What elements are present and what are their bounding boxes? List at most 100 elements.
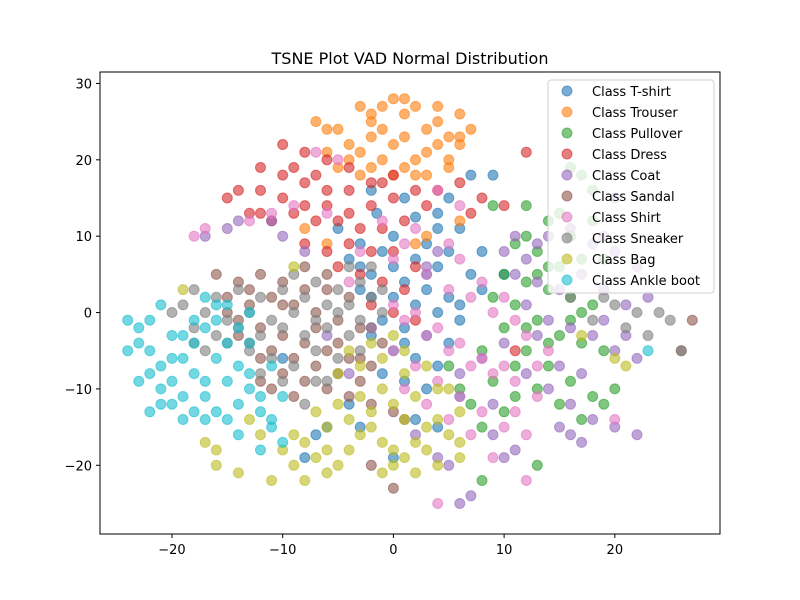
- data-point: [177, 391, 189, 402]
- data-point: [432, 100, 444, 112]
- data-point: [288, 162, 300, 173]
- data-point: [520, 299, 532, 311]
- legend-marker: [561, 169, 573, 181]
- data-point: [343, 162, 355, 173]
- data-point: [487, 200, 499, 212]
- data-point: [421, 330, 433, 341]
- data-point: [310, 345, 322, 357]
- data-point: [454, 131, 466, 143]
- legend-item: Class Coat: [561, 169, 660, 184]
- data-point: [587, 391, 599, 402]
- data-point: [354, 314, 366, 326]
- data-point: [410, 360, 421, 372]
- data-point: [686, 314, 698, 326]
- data-point: [576, 307, 588, 318]
- data-point: [465, 123, 477, 135]
- data-point: [399, 162, 410, 173]
- data-point: [531, 276, 543, 288]
- data-point: [244, 368, 255, 380]
- data-point: [432, 261, 444, 273]
- data-point: [387, 444, 399, 456]
- legend-label: Class Pullover: [592, 127, 683, 142]
- data-point: [454, 406, 466, 418]
- data-point: [266, 383, 278, 395]
- data-point: [542, 383, 554, 395]
- data-point: [399, 414, 410, 425]
- data-point: [554, 421, 565, 433]
- legend-marker: [561, 106, 573, 118]
- data-point: [155, 360, 167, 372]
- data-point: [199, 345, 211, 357]
- data-point: [155, 398, 167, 410]
- data-point: [476, 276, 488, 288]
- data-point: [299, 261, 311, 273]
- data-point: [609, 352, 621, 364]
- legend-label: Class T-shirt: [592, 85, 671, 100]
- data-point: [321, 123, 333, 135]
- data-point: [310, 215, 322, 227]
- data-point: [277, 322, 289, 334]
- data-point: [343, 261, 355, 273]
- data-point: [354, 169, 366, 181]
- data-point: [432, 223, 444, 234]
- data-point: [399, 108, 410, 120]
- data-point: [465, 360, 477, 372]
- legend-label: Class Coat: [592, 169, 660, 184]
- data-point: [199, 307, 211, 318]
- data-point: [354, 276, 366, 288]
- data-point: [399, 131, 410, 143]
- data-point: [299, 475, 311, 486]
- data-point: [554, 360, 565, 372]
- data-point: [166, 307, 178, 318]
- series-class-trouser: [299, 93, 477, 250]
- data-point: [531, 330, 543, 341]
- data-point: [266, 414, 278, 425]
- data-point: [443, 414, 455, 425]
- data-point: [321, 299, 333, 311]
- data-point: [277, 436, 289, 448]
- data-point: [520, 230, 532, 242]
- data-point: [376, 100, 388, 112]
- data-point: [432, 322, 444, 334]
- data-point: [232, 467, 244, 479]
- data-point: [587, 314, 599, 326]
- data-point: [509, 345, 521, 357]
- data-point: [432, 414, 444, 425]
- data-point: [277, 139, 289, 150]
- data-point: [509, 406, 521, 418]
- data-point: [509, 444, 521, 456]
- data-point: [465, 291, 477, 303]
- legend-item: Class Sneaker: [561, 232, 684, 247]
- data-point: [321, 207, 333, 219]
- series-class-dress: [221, 139, 532, 357]
- data-point: [332, 398, 344, 410]
- data-point: [166, 330, 178, 341]
- data-point: [332, 368, 344, 380]
- y-tick-label: 20: [75, 154, 92, 169]
- data-point: [542, 345, 554, 357]
- data-point: [432, 307, 444, 318]
- data-point: [365, 360, 377, 372]
- data-point: [255, 207, 266, 219]
- data-point: [387, 192, 399, 204]
- data-point: [498, 421, 510, 433]
- data-point: [133, 322, 145, 334]
- data-point: [133, 337, 145, 349]
- data-point: [454, 337, 466, 349]
- data-point: [365, 177, 377, 189]
- data-point: [199, 436, 211, 448]
- data-point: [376, 307, 388, 318]
- data-point: [244, 284, 255, 296]
- data-point: [299, 398, 311, 410]
- data-point: [232, 284, 244, 296]
- data-point: [565, 398, 576, 410]
- data-point: [354, 375, 366, 387]
- data-point: [288, 307, 300, 318]
- data-point: [520, 475, 532, 486]
- data-point: [399, 93, 410, 105]
- data-point: [565, 375, 576, 387]
- data-point: [387, 330, 399, 341]
- data-point: [210, 330, 222, 341]
- data-point: [266, 475, 278, 486]
- data-point: [365, 291, 377, 303]
